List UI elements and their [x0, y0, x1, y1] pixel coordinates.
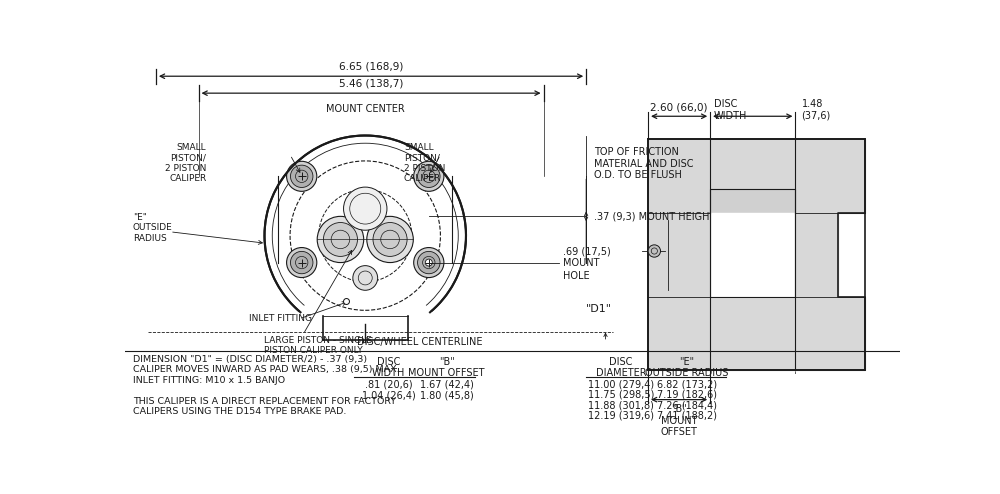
Text: 11.75 (298,5): 11.75 (298,5)	[588, 390, 654, 400]
Text: 11.00 (279,4): 11.00 (279,4)	[588, 379, 654, 390]
Text: 6.65 (168,9): 6.65 (168,9)	[339, 62, 403, 72]
Circle shape	[353, 266, 378, 290]
Text: 6.82 (173,2): 6.82 (173,2)	[657, 379, 717, 390]
Text: CALIPER MOVES INWARD AS PAD WEARS, .38 (9,5) MAX.: CALIPER MOVES INWARD AS PAD WEARS, .38 (…	[133, 366, 399, 374]
Text: .37 (9,3) MOUNT HEIGHT: .37 (9,3) MOUNT HEIGHT	[594, 211, 715, 221]
Text: DIMENSION "D1" = (DISC DIAMETER/2) - .37 (9,3): DIMENSION "D1" = (DISC DIAMETER/2) - .37…	[133, 355, 367, 364]
Text: CALIPERS USING THE D154 TYPE BRAKE PAD.: CALIPERS USING THE D154 TYPE BRAKE PAD.	[133, 407, 346, 416]
Circle shape	[317, 216, 364, 262]
Polygon shape	[710, 212, 795, 297]
Text: 7.19 (182,6): 7.19 (182,6)	[657, 390, 717, 400]
Circle shape	[287, 247, 317, 278]
Wedge shape	[298, 300, 433, 339]
Text: "B"
MOUNT
OFFSET: "B" MOUNT OFFSET	[661, 404, 698, 438]
Text: "D1": "D1"	[586, 304, 612, 314]
Circle shape	[425, 259, 432, 266]
Text: 2.60 (66,0): 2.60 (66,0)	[650, 102, 708, 113]
Circle shape	[373, 222, 407, 256]
Circle shape	[290, 165, 313, 188]
Text: MOUNT: MOUNT	[563, 257, 599, 268]
Text: DISC
WIDTH: DISC WIDTH	[372, 357, 405, 378]
Circle shape	[414, 162, 444, 191]
Text: MOUNT CENTER: MOUNT CENTER	[326, 104, 405, 114]
Text: 1.80 (45,8): 1.80 (45,8)	[420, 390, 474, 400]
Text: "E"
OUTSIDE RADIUS: "E" OUTSIDE RADIUS	[645, 357, 729, 378]
Text: DISC
WIDTH: DISC WIDTH	[714, 99, 747, 121]
Circle shape	[287, 162, 317, 191]
Circle shape	[414, 247, 444, 278]
Polygon shape	[648, 139, 865, 370]
Circle shape	[323, 222, 358, 256]
Text: INLET FITTING: INLET FITTING	[249, 314, 312, 323]
Text: 7.41 (188,2): 7.41 (188,2)	[657, 411, 717, 421]
Text: 1.67 (42,4): 1.67 (42,4)	[420, 379, 474, 390]
Text: .69 (17,5): .69 (17,5)	[563, 247, 611, 256]
Circle shape	[418, 251, 440, 274]
Text: SMALL
PISTON/
2 PISTON
CALIPER: SMALL PISTON/ 2 PISTON CALIPER	[165, 143, 206, 183]
Circle shape	[367, 216, 413, 262]
Text: DISC/WHEEL CENTERLINE: DISC/WHEEL CENTERLINE	[357, 337, 482, 347]
Circle shape	[418, 165, 440, 188]
Text: "E"
OUTSIDE
RADIUS: "E" OUTSIDE RADIUS	[133, 213, 173, 243]
Text: "B"
MOUNT OFFSET: "B" MOUNT OFFSET	[408, 357, 485, 378]
Text: DISC
DIAMETER: DISC DIAMETER	[596, 357, 646, 378]
Polygon shape	[710, 189, 795, 212]
Text: .81 (20,6): .81 (20,6)	[365, 379, 412, 390]
Text: SMALL
PISTON/
2 PISTON
CALIPER: SMALL PISTON/ 2 PISTON CALIPER	[404, 143, 445, 183]
Text: HOLE: HOLE	[563, 271, 590, 281]
Circle shape	[290, 251, 313, 274]
Text: LARGE PISTON - SINGLE
PISTON CALIPER ONLY: LARGE PISTON - SINGLE PISTON CALIPER ONL…	[264, 336, 372, 355]
Text: 5.46 (138,7): 5.46 (138,7)	[339, 79, 403, 88]
Text: 1.04 (26,4): 1.04 (26,4)	[362, 390, 415, 400]
Circle shape	[344, 187, 387, 230]
Text: 11.88 (301,8): 11.88 (301,8)	[588, 401, 654, 411]
Circle shape	[648, 245, 661, 257]
Text: INLET FITTING: M10 x 1.5 BANJO: INLET FITTING: M10 x 1.5 BANJO	[133, 376, 285, 385]
Text: TOP OF FRICTION
MATERIAL AND DISC
O.D. TO BE FLUSH: TOP OF FRICTION MATERIAL AND DISC O.D. T…	[594, 147, 693, 180]
Text: 1.48
(37,6): 1.48 (37,6)	[802, 99, 831, 121]
Text: THIS CALIPER IS A DIRECT REPLACEMENT FOR FACTORY: THIS CALIPER IS A DIRECT REPLACEMENT FOR…	[133, 397, 396, 406]
Text: 12.19 (319,6): 12.19 (319,6)	[588, 411, 654, 421]
Text: 7.26 (184,4): 7.26 (184,4)	[657, 401, 717, 411]
